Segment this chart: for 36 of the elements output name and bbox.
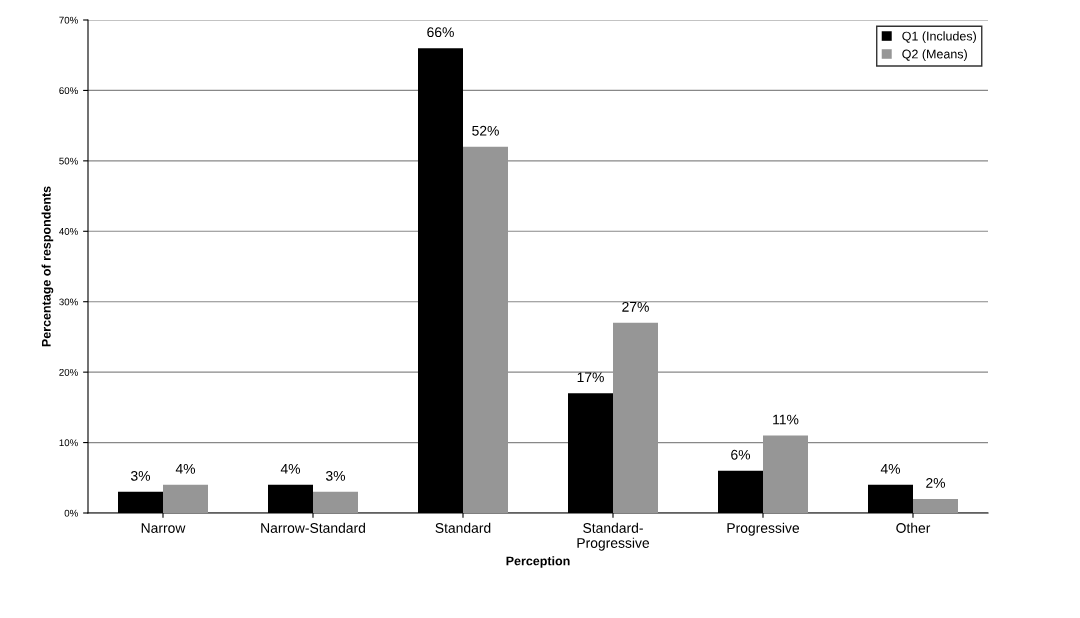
x-tick-label: Standard	[435, 522, 491, 533]
y-tick-label: 50%	[59, 157, 78, 165]
bar	[463, 146, 508, 513]
text: 52%	[472, 125, 499, 136]
y-tick-label: 30%	[59, 298, 78, 306]
y-tick-label: 70%	[59, 16, 78, 24]
x-tick-label: Narrow-Standard	[261, 522, 365, 533]
y-tick-label: 20%	[59, 368, 78, 376]
legend-label: Q1 (Includes)	[902, 31, 976, 43]
x-tick-label: Narrow	[141, 523, 186, 533]
y-tick-label: 10%	[59, 439, 78, 447]
bar	[613, 322, 658, 513]
text: 2%	[926, 478, 946, 488]
bar	[763, 435, 808, 513]
text: 3%	[130, 470, 151, 481]
text: 66%	[427, 27, 454, 38]
y-tick-label: 40%	[59, 228, 78, 235]
x-axis-title: Perception	[506, 556, 570, 568]
y-tick-label: 60%	[59, 87, 78, 95]
text: 11%	[773, 414, 799, 425]
x-tick-label: Standard- Progressive	[577, 522, 650, 551]
text: 6%	[731, 449, 751, 460]
x-tick-label: Other	[896, 522, 931, 533]
y-axis-title: Percentage of respondents	[41, 186, 54, 347]
text: 4%	[880, 463, 901, 474]
bar	[913, 498, 958, 513]
x-tick-label: Progressive	[727, 522, 800, 536]
text: 4%	[280, 463, 301, 474]
text: 17%	[577, 372, 604, 383]
legend-label: Q2 (Means)	[902, 49, 967, 61]
text: 27%	[622, 301, 649, 312]
y-tick-label: 0%	[64, 509, 78, 517]
bar	[163, 484, 208, 513]
bar	[313, 491, 358, 513]
text: 4%	[175, 463, 196, 474]
text: 3%	[325, 470, 346, 481]
